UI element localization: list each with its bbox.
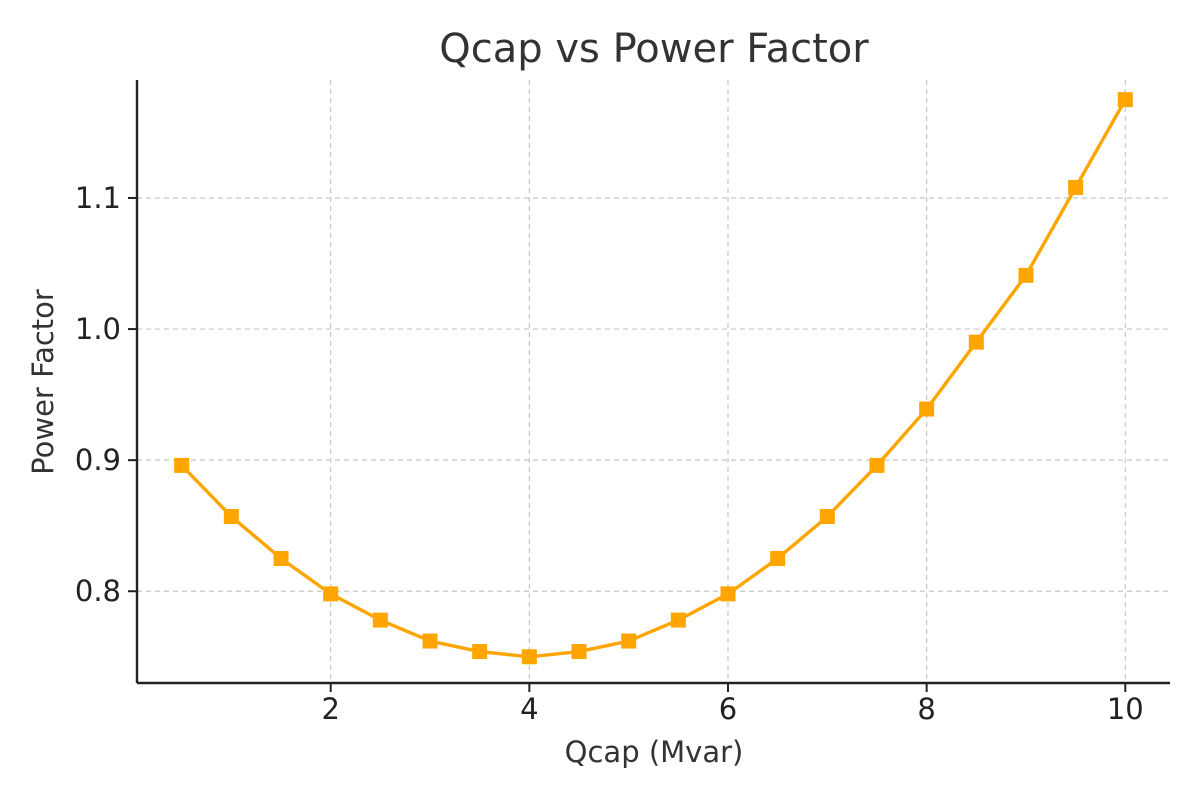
- x-tick-label: 4: [520, 692, 538, 726]
- x-tick-label: 2: [321, 692, 339, 726]
- data-point-marker: [819, 509, 835, 525]
- axis-ticks: 2 4 6 8 10 0.8 0.9 1.0 1.1: [75, 181, 1144, 726]
- series-line: [180, 98, 1127, 659]
- grid: [137, 80, 1170, 683]
- data-point-marker: [1068, 179, 1084, 195]
- data-point-marker: [720, 586, 736, 602]
- y-tick-label: 1.1: [75, 181, 121, 215]
- series-layer: [174, 92, 1133, 665]
- data-point-marker: [174, 457, 190, 473]
- x-axis-label: Qcap (Mvar): [565, 735, 744, 769]
- x-tick-label: 8: [917, 692, 935, 726]
- data-point-marker: [1117, 92, 1133, 108]
- chart-title: Qcap vs Power Factor: [439, 26, 869, 72]
- data-point-marker: [223, 509, 239, 525]
- x-tick-label: 10: [1107, 692, 1144, 726]
- data-point-marker: [670, 612, 686, 628]
- data-point-marker: [621, 633, 637, 649]
- data-point-marker: [919, 401, 935, 417]
- data-point-marker: [422, 633, 438, 649]
- y-tick-label: 0.8: [75, 574, 121, 608]
- data-point-marker: [770, 550, 786, 566]
- data-point-marker: [323, 586, 339, 602]
- data-point-marker: [869, 457, 885, 473]
- data-point-marker: [968, 334, 984, 350]
- data-point-marker: [521, 649, 537, 665]
- y-tick-label: 0.9: [75, 443, 121, 477]
- data-point-marker: [1018, 267, 1034, 283]
- data-point-marker: [372, 612, 388, 628]
- data-point-marker: [273, 550, 289, 566]
- x-tick-label: 6: [719, 692, 737, 726]
- data-point-marker: [472, 644, 488, 660]
- y-axis-label: Power Factor: [26, 289, 60, 475]
- data-point-marker: [571, 644, 587, 660]
- y-tick-label: 1.0: [75, 312, 121, 346]
